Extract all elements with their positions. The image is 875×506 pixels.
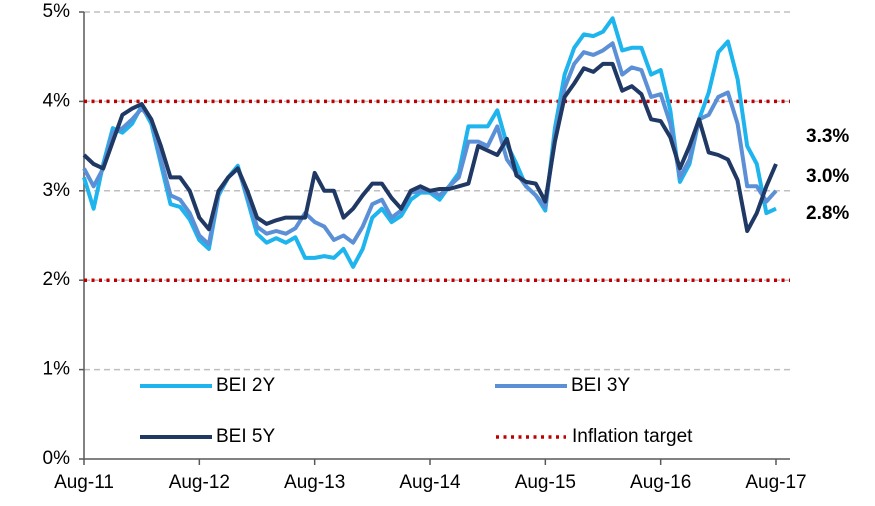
x-tick-label: Aug-17: [745, 472, 806, 493]
y-tick-label: 4%: [43, 90, 71, 111]
legend-label: BEI 3Y: [571, 375, 630, 396]
y-tick-label: 3%: [43, 180, 71, 201]
x-tick-label: Aug-12: [169, 472, 230, 493]
end-label: 3.3%: [806, 126, 849, 147]
y-tick-label: 5%: [43, 1, 71, 22]
legend-label: Inflation target: [572, 426, 693, 447]
y-tick-label: 2%: [43, 269, 71, 290]
x-tick-label: Aug-14: [399, 472, 461, 493]
x-tick-label: Aug-11: [54, 472, 114, 493]
x-tick-label: Aug-13: [284, 472, 345, 493]
end-label: 2.8%: [806, 203, 849, 224]
x-tick-label: Aug-15: [515, 472, 576, 493]
x-tick-label: Aug-16: [630, 472, 691, 493]
series-line: [82, 61, 778, 233]
legend-label: BEI 5Y: [216, 426, 275, 447]
y-tick-label: 1%: [43, 359, 71, 380]
end-label: 3.0%: [806, 166, 849, 187]
legend-label: BEI 2Y: [216, 375, 275, 396]
y-tick-label: 0%: [43, 448, 71, 469]
